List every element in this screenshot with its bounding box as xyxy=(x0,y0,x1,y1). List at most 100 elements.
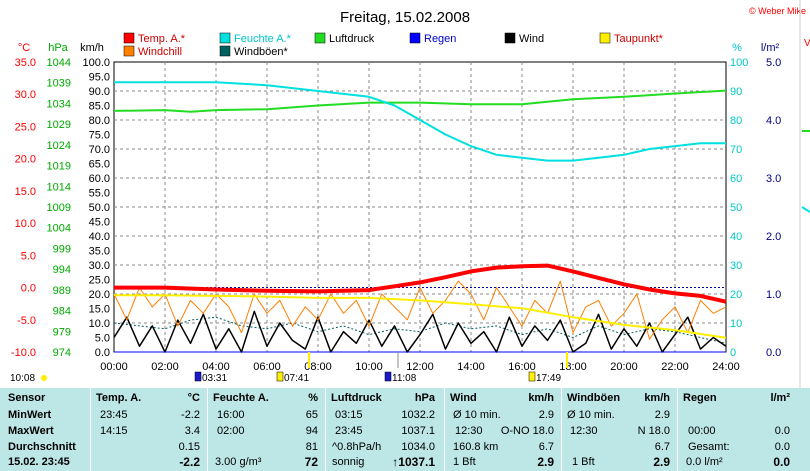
table-header-pressure: Luftdruck xyxy=(331,392,382,404)
humidity-max-time: 02:00 xyxy=(217,425,245,437)
humidity-tick-label: 20 xyxy=(730,289,742,301)
rain-tick-label: 4.0 xyxy=(766,115,781,127)
legend: Temp. A.* Feuchte A.* Luftdruck Regen Wind Ta… xyxy=(123,32,664,58)
pressure-tick-label: 994 xyxy=(53,264,71,276)
pressure-max-time: 23:45 xyxy=(335,425,363,437)
legend-swatch xyxy=(123,32,135,44)
wind-tick-label: 15.0 xyxy=(89,304,110,316)
x-tick-label: 24:00 xyxy=(712,361,740,373)
pressure-tick-label: 1039 xyxy=(47,78,71,90)
series-line-wind xyxy=(113,310,727,353)
table-unit-humidity: % xyxy=(308,392,318,404)
gust-avg-value: 6.7 xyxy=(654,441,670,453)
temp-tick-label: -10.0 xyxy=(11,347,36,359)
pressure-tick-label: 1024 xyxy=(47,140,71,152)
grid-lines xyxy=(114,62,726,352)
gust-beaufort: 1 Bft xyxy=(572,456,595,468)
wind-current-value: 2.9 xyxy=(537,455,554,469)
humidity-tick-label: 30 xyxy=(730,260,742,272)
pressure-current-value: ↑1037.1 xyxy=(392,455,435,469)
row-label-max: MaxWert xyxy=(8,425,54,437)
table-unit-wind: km/h xyxy=(528,392,554,404)
temp-tick-label: 25.0 xyxy=(15,121,36,133)
wind-tick-label: 70.0 xyxy=(89,144,110,156)
temp-max-time: 14:15 xyxy=(100,425,128,437)
legend-swatch xyxy=(314,32,326,44)
temp-avg-value: 0.15 xyxy=(178,441,200,453)
series-layer xyxy=(113,81,727,353)
humidity-tick-label: 100 xyxy=(730,57,748,69)
wind-tick-label: 100.0 xyxy=(82,57,110,69)
wind-tick-label: 5.0 xyxy=(95,333,110,345)
axis-label-temp: °C xyxy=(18,42,30,54)
row-label-current: 15.02. 23:45 xyxy=(8,456,70,468)
temp-min-value: -2.2 xyxy=(181,409,200,421)
table-header-humidity: Feuchte A. xyxy=(213,392,269,404)
table-header-wind: Wind xyxy=(450,392,477,404)
gust-current-value: 2.9 xyxy=(653,455,670,469)
wind-tick-label: 0.0 xyxy=(95,347,110,359)
humidity-current-value: 72 xyxy=(304,455,318,469)
sun-icon xyxy=(41,375,47,381)
rain-tick-label: 2.0 xyxy=(766,231,781,243)
time-marker-label: 11:08 xyxy=(392,373,417,384)
time-marker-icon xyxy=(276,371,284,382)
humidity-tick-label: 50 xyxy=(730,202,742,214)
legend-label: Feuchte A.* xyxy=(234,33,292,45)
gust-avg10-value: 2.9 xyxy=(654,409,670,421)
wind-tick-label: 90.0 xyxy=(89,86,110,98)
rain-max-value: 0.0 xyxy=(774,425,790,437)
time-marker-label: 17:49 xyxy=(536,373,561,384)
legend-label: Temp. A.* xyxy=(138,33,186,45)
humidity-tick-label: 0 xyxy=(730,347,736,359)
wind-tick-label: 85.0 xyxy=(89,101,110,113)
pressure-avg-value: 1034.0 xyxy=(401,441,435,453)
statistics-table: Sensor MinWert MaxWert Durchschnitt 15.0… xyxy=(0,388,810,471)
pressure-tick-label: 1019 xyxy=(47,161,71,173)
legend-label: Luftdruck xyxy=(329,33,375,45)
legend-label: Wind xyxy=(519,33,544,45)
table-header-sensor: Sensor xyxy=(8,392,46,404)
x-tick-label: 14:00 xyxy=(457,361,485,373)
legend-swatch xyxy=(219,32,231,44)
humidity-tick-label: 90 xyxy=(730,86,742,98)
chart-title: Freitag, 15.02.2008 xyxy=(340,9,470,26)
temp-tick-label: 20.0 xyxy=(15,154,36,166)
pressure-tick-label: 1009 xyxy=(47,202,71,214)
pressure-tick-label: 1014 xyxy=(47,181,71,193)
axis-label-pressure: hPa xyxy=(48,42,68,54)
wind-tick-label: 60.0 xyxy=(89,173,110,185)
wind-tick-label: 50.0 xyxy=(89,202,110,214)
pressure-max-value: 1037.1 xyxy=(401,425,435,437)
table-header-gust: Windböen xyxy=(567,392,621,404)
rain-max-time: 00:00 xyxy=(688,425,716,437)
x-tick-label: 18:00 xyxy=(559,361,587,373)
start-time-label: 10:08 xyxy=(10,373,35,384)
humidity-min-time: 16:00 xyxy=(217,409,245,421)
pressure-tick-label: 1034 xyxy=(47,98,71,110)
wind-tick-label: 75.0 xyxy=(89,130,110,142)
temp-tick-label: 35.0 xyxy=(15,57,36,69)
row-label-avg: Durchschnitt xyxy=(8,441,76,453)
table-unit-rain: l/m² xyxy=(770,392,790,404)
x-tick-label: 00:00 xyxy=(100,361,128,373)
x-tick-label: 22:00 xyxy=(661,361,689,373)
rain-current-value: 0.0 xyxy=(773,455,790,469)
pressure-tick-label: 999 xyxy=(53,243,71,255)
series-line-windb-en xyxy=(113,316,727,344)
series-line-temp-a xyxy=(114,263,727,304)
x-tick-label: 12:00 xyxy=(406,361,434,373)
temp-tick-label: 10.0 xyxy=(15,218,36,230)
wind-tick-label: 95.0 xyxy=(89,72,110,84)
rain-current-label: 0.0 l/m² xyxy=(686,456,723,468)
pressure-tick-label: 974 xyxy=(53,347,71,359)
wind-tick-label: 80.0 xyxy=(89,115,110,127)
pressure-forecast: sonnig xyxy=(332,456,365,468)
x-tick-label: 08:00 xyxy=(304,361,332,373)
wind-avg10-label: Ø 10 min. xyxy=(453,409,501,421)
wind-distance: 160.8 km xyxy=(453,441,499,453)
temp-max-value: 3.4 xyxy=(184,425,200,437)
wind-tick-label: 40.0 xyxy=(89,231,110,243)
time-marker-icon xyxy=(384,371,392,382)
